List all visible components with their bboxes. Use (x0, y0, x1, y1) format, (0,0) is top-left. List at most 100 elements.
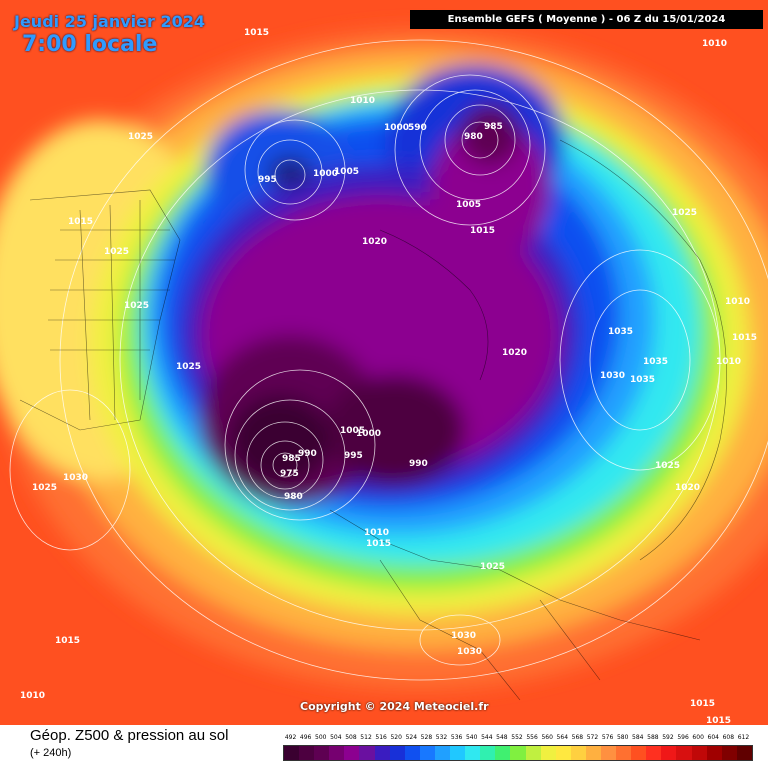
scale-label: 496 (299, 734, 312, 741)
scale-swatch (555, 746, 571, 760)
pressure-label: 1015 (690, 699, 715, 709)
scale-label: 520 (390, 734, 402, 741)
pressure-label: 1015 (68, 217, 93, 227)
pressure-label: 1025 (672, 208, 697, 218)
forecast-date: Jeudi 25 janvier 2024 (14, 12, 205, 31)
scale-swatch (585, 746, 601, 760)
pressure-label: 1025 (655, 461, 680, 471)
pressure-label: 1030 (600, 371, 625, 381)
scale-label: 500 (315, 734, 327, 741)
scale-label: 568 (571, 734, 584, 741)
pressure-label: 1030 (457, 647, 482, 657)
scale-label: 592 (662, 734, 674, 741)
scale-swatch (525, 746, 541, 760)
pressure-label: 985 (282, 454, 301, 464)
scale-swatch (510, 746, 526, 760)
pressure-label: 1000 (384, 123, 409, 133)
scale-label: 532 (435, 734, 448, 741)
scale-swatch (314, 746, 330, 760)
forecast-lead-time: (+ 240h) (30, 747, 72, 759)
pressure-label: 1010 (716, 357, 741, 367)
legend-footer: Géop. Z500 & pression au sol (+ 240h) 49… (0, 725, 768, 768)
pressure-label: 1010 (725, 297, 750, 307)
scale-swatch (344, 746, 360, 760)
pressure-label: 1035 (643, 357, 668, 367)
scale-label: 556 (526, 734, 538, 741)
scale-label: 540 (465, 734, 478, 741)
pressure-label: 1025 (104, 247, 129, 257)
pressure-label: 985 (484, 122, 503, 132)
scale-swatch (736, 746, 752, 760)
scale-label: 572 (586, 734, 599, 741)
scale-swatch (616, 746, 632, 760)
forecast-time: 7:00 locale (22, 32, 158, 57)
pressure-label: 995 (344, 451, 363, 461)
pressure-label: 995 (258, 175, 277, 185)
pressure-label: 1035 (608, 327, 633, 337)
scale-label: 492 (284, 734, 297, 741)
pressure-label: 1020 (675, 483, 700, 493)
pressure-label: 1005 (340, 426, 365, 436)
scale-label: 560 (541, 734, 553, 741)
scale-swatch (570, 746, 586, 760)
pressure-label: 980 (464, 132, 483, 142)
pressure-label: 1015 (706, 716, 731, 725)
scale-swatch (284, 746, 300, 760)
pressure-label: 1020 (502, 348, 527, 358)
pressure-label: 1010 (364, 528, 389, 538)
scale-label: 548 (496, 734, 508, 741)
scale-label: 512 (360, 734, 372, 741)
scale-label: 564 (556, 734, 569, 741)
scale-swatch (646, 746, 662, 760)
scale-swatch (706, 746, 722, 760)
scale-label: 528 (420, 734, 433, 741)
scale-swatch (450, 746, 466, 760)
scale-swatch (661, 746, 677, 760)
scale-swatch (404, 746, 420, 760)
scale-label: 612 (737, 734, 750, 741)
scale-swatch (540, 746, 556, 760)
scale-swatch (434, 746, 451, 760)
copyright-notice: Copyright © 2024 Meteociel.fr (300, 700, 489, 713)
scale-label: 588 (647, 734, 659, 741)
pressure-label: 1000 (356, 429, 381, 439)
pressure-label: 1020 (362, 237, 387, 247)
scale-label: 524 (405, 734, 418, 741)
scale-swatch (465, 746, 481, 760)
scale-label: 580 (616, 734, 629, 741)
scale-label: 508 (345, 734, 357, 741)
pressure-label: 1025 (128, 132, 153, 142)
pressure-label: 1000 (313, 169, 338, 179)
pressure-label: 1015 (244, 28, 269, 38)
scale-swatch (480, 746, 496, 760)
pressure-label: 1010 (20, 691, 45, 701)
pressure-label: 1035 (630, 375, 655, 385)
scale-swatch (419, 746, 435, 760)
scale-label: 608 (722, 734, 735, 741)
scale-swatch (389, 746, 405, 760)
scale-label: 552 (511, 734, 523, 741)
scale-label: 584 (632, 734, 644, 741)
scale-label: 516 (375, 734, 387, 741)
pressure-label: 1025 (176, 362, 201, 372)
scale-label: 504 (330, 734, 342, 741)
map-product-title: Géop. Z500 & pression au sol (30, 727, 229, 744)
scale-swatch (495, 746, 511, 760)
scale-label: 596 (677, 734, 689, 741)
pressure-label: 980 (284, 492, 303, 502)
pressure-label: 1025 (32, 483, 57, 493)
pressure-label: 1005 (456, 200, 481, 210)
color-scale-bar (283, 745, 753, 761)
pressure-label: 1010 (702, 39, 727, 49)
pressure-label: 1015 (732, 333, 757, 343)
scale-swatch (631, 746, 647, 760)
scale-label: 544 (481, 734, 493, 741)
scale-swatch (359, 746, 375, 760)
pressure-label: 975 (280, 469, 299, 479)
scale-swatch (374, 746, 390, 760)
pressure-label: 1030 (451, 631, 476, 641)
model-info-banner: Ensemble GEFS ( Moyenne ) - 06 Z du 15/0… (410, 10, 763, 29)
pressure-label: 990 (409, 459, 428, 469)
pressure-label: 1015 (470, 226, 495, 236)
scale-label: 600 (692, 734, 704, 741)
